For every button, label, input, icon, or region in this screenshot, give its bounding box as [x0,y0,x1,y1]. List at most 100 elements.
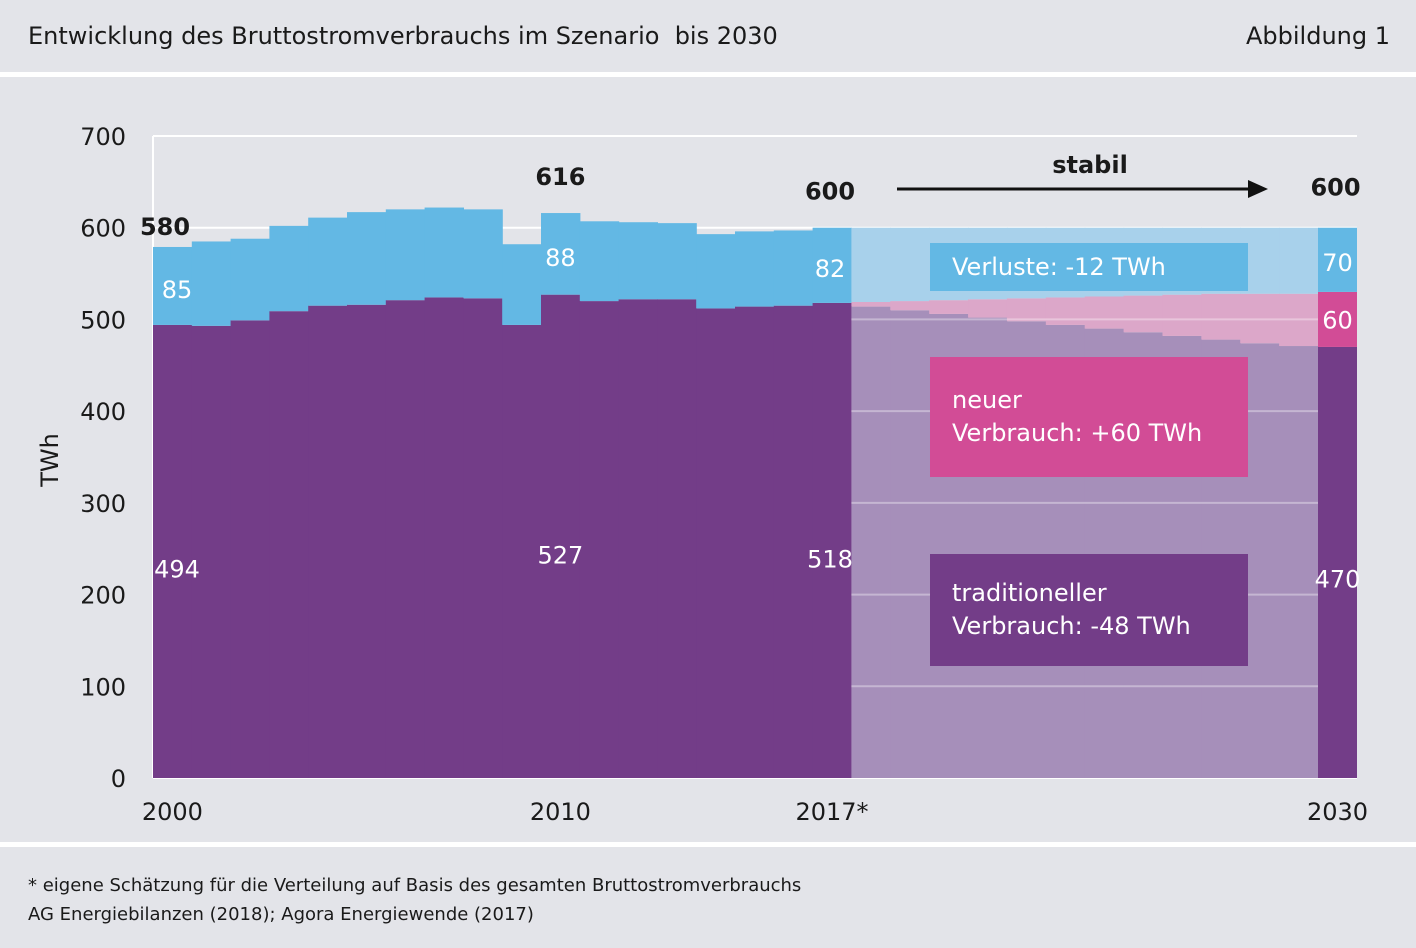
value-label-total-2030: 600 [1310,174,1360,202]
bar-losses-2005 [347,212,387,305]
scenario-new-2020 [929,300,969,314]
value-label-new-2030: 60 [1322,306,1353,334]
header-divider [0,72,1416,77]
traditional-consumption-box-line2: Verbrauch: -48 TWh [952,612,1191,640]
y-tick-label-500: 500 [80,306,126,334]
new-consumption-box-line2: Verbrauch: +60 TWh [952,419,1202,447]
bar-traditional-2012 [618,299,658,778]
scenario-new-2023 [1045,297,1086,325]
footnote-estimate: * eigene Schätzung für die Verteilung au… [28,875,802,896]
bar-losses-2004 [308,217,348,306]
bar-traditional-2000 [153,324,193,778]
scenario-traditional-2019 [890,310,930,778]
y-tick-label-700: 700 [80,123,126,151]
new-consumption-box [930,357,1248,477]
bar-losses-2017 [812,227,852,303]
scenario-new-2024 [1084,296,1125,329]
y-tick-label-300: 300 [80,490,126,518]
scenario-losses-2018 [851,227,891,303]
bar-losses-2015 [735,231,775,307]
value-label-total-2010: 616 [535,163,585,191]
scenario-new-2019 [890,301,930,311]
x-tick-label-2010: 2010 [530,798,591,826]
scenario-area [851,227,1319,778]
x-tick-label-2030: 2030 [1307,798,1368,826]
bar-losses-2000 [153,246,193,325]
footnote-sources: AG Energiebilanzen (2018); Agora Energie… [28,904,534,925]
consumption-chart: TWh 0 100 200 300 400 500 600 700 2000 2010 2017* 2… [36,123,1368,826]
scenario-new-2026 [1162,294,1202,336]
bar-traditional-2001 [191,325,232,778]
annotations: stabil Verluste: -12 TWh neuer Verbrauch… [897,151,1268,666]
chart-panel: TWh 0 100 200 300 400 500 600 700 2000 2010 2017* 2… [0,77,1416,842]
bar-traditional-2014 [696,308,736,778]
value-label-loss-2010: 88 [545,244,576,272]
bar-losses-2001 [191,241,232,326]
scenario-losses-2019 [890,227,930,302]
bar-traditional-2009 [502,324,542,778]
value-label-trad-2030: 470 [1315,566,1361,594]
figure-label: Abbildung 1 [1245,22,1390,50]
bar-traditional-2005 [347,304,387,778]
scenario-new-2025 [1123,295,1164,333]
bar-traditional-2017 [812,302,852,778]
bar-traditional-2004 [308,305,348,778]
scenario-traditional-2029 [1279,346,1319,778]
bar-traditional-2010 [541,294,581,778]
bar-traditional-2007 [424,297,464,778]
figure-header: Entwicklung des Bruttostromverbrauchs im… [0,0,1416,72]
bar-traditional-2016 [773,305,814,778]
x-tick-label-2000: 2000 [142,798,203,826]
bar-losses-2002 [230,238,270,321]
bar-losses-2011 [579,221,620,302]
bar-losses-2003 [269,225,309,312]
losses-box [930,243,1248,291]
losses-box-text: Verluste: -12 TWh [952,253,1166,281]
scenario-new-2027 [1201,293,1241,340]
bar-traditional-2030 [1318,346,1357,778]
bar-losses-2012 [618,222,658,300]
scenario-new-2021 [968,299,1008,318]
value-label-loss-2000: 85 [162,276,193,304]
final-year-bars [1318,227,1357,778]
bar-losses-2007 [424,207,464,298]
scenario-new-2022 [1006,298,1047,322]
bar-losses-2009 [502,244,542,325]
bar-traditional-2013 [657,299,697,778]
bar-losses-2006 [385,209,426,301]
y-axis-label: TWh [36,433,64,488]
scenario-traditional-2018 [851,306,891,778]
bar-new-2030 [1318,291,1357,347]
scenario-new-2029 [1279,293,1319,347]
bar-traditional-2015 [735,306,775,778]
traditional-consumption-box [930,554,1248,666]
bar-traditional-2011 [579,301,620,778]
value-label-loss-2030: 70 [1322,249,1353,277]
y-tick-label-200: 200 [80,582,126,610]
bar-losses-2030 [1318,227,1357,292]
trend-label: stabil [1052,151,1128,179]
bar-losses-2010 [541,213,581,295]
trend-arrow-head [1248,180,1268,198]
scenario-new-2028 [1240,293,1280,344]
value-labels: 494 85 580 527 88 616 518 82 600 470 60 70 600 [140,163,1361,594]
figure-title: Entwicklung des Bruttostromverbrauchs im… [28,22,778,50]
bar-traditional-2006 [385,300,426,778]
value-label-total-2017: 600 [805,178,855,206]
x-tick-label-2017: 2017* [795,798,868,826]
y-tick-label-0: 0 [111,765,126,793]
traditional-consumption-box-line1: traditioneller [952,579,1107,607]
bar-traditional-2002 [230,320,270,778]
scenario-new-2018 [851,302,891,307]
figure-footer: * eigene Schätzung für die Verteilung au… [0,847,1416,948]
y-tick-label-100: 100 [80,673,126,701]
value-label-trad-2017: 518 [807,545,853,573]
value-label-loss-2017: 82 [815,255,846,283]
value-label-trad-2000: 494 [154,556,200,584]
scenario-losses-2029 [1279,227,1319,294]
axes: TWh 0 100 200 300 400 500 600 700 2000 2010 2017* 2… [36,123,1368,826]
bar-traditional-2003 [269,311,309,778]
value-label-total-2000: 580 [140,213,190,241]
historical-bars [153,207,852,778]
bar-traditional-2008 [463,298,503,778]
